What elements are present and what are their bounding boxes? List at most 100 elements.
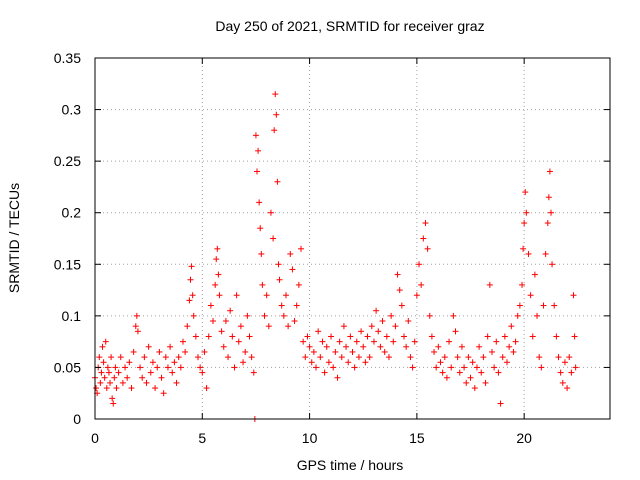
data-point xyxy=(495,369,502,376)
data-point xyxy=(347,333,354,340)
data-point xyxy=(175,354,182,361)
data-point xyxy=(273,111,280,118)
data-point xyxy=(156,348,163,355)
data-point xyxy=(158,374,165,381)
data-point xyxy=(572,364,579,371)
data-point xyxy=(190,312,197,319)
data-point xyxy=(413,292,420,299)
data-point xyxy=(488,348,495,355)
data-point xyxy=(319,338,326,345)
data-point xyxy=(321,369,328,376)
data-point xyxy=(336,338,343,345)
data-point xyxy=(117,354,124,361)
grid xyxy=(95,58,610,419)
data-point xyxy=(167,343,174,350)
data-point xyxy=(390,338,397,345)
data-point xyxy=(160,390,167,397)
data-point xyxy=(108,354,115,361)
data-point xyxy=(122,364,129,371)
data-point xyxy=(351,364,358,371)
data-point xyxy=(545,194,552,201)
data-point xyxy=(101,374,108,381)
data-point xyxy=(409,364,416,371)
data-point xyxy=(285,323,292,330)
data-point xyxy=(203,385,210,392)
y-tick-label: 0.25 xyxy=(54,153,81,169)
data-point xyxy=(523,209,530,216)
data-point xyxy=(173,379,180,386)
data-point xyxy=(323,343,330,350)
data-point xyxy=(222,318,229,325)
data-point xyxy=(237,323,244,330)
data-point xyxy=(302,354,309,361)
data-point xyxy=(385,354,392,361)
data-point xyxy=(295,281,302,288)
data-point xyxy=(398,302,405,309)
data-point xyxy=(396,287,403,294)
data-point xyxy=(271,127,278,134)
data-point xyxy=(375,328,382,335)
data-point xyxy=(525,250,532,257)
data-point xyxy=(469,359,476,366)
data-point xyxy=(298,245,304,252)
data-point xyxy=(213,256,220,263)
data-point xyxy=(512,338,519,345)
data-point xyxy=(501,333,508,340)
data-point xyxy=(109,395,116,402)
data-point xyxy=(368,323,375,330)
data-point xyxy=(215,271,222,278)
data-point xyxy=(499,354,506,361)
data-point xyxy=(104,364,111,371)
data-point xyxy=(544,220,551,227)
x-axis-label: GPS time / hours xyxy=(297,457,404,473)
data-point xyxy=(557,369,564,376)
data-point xyxy=(300,338,307,345)
chart-title: Day 250 of 2021, SRMTID for receiver gra… xyxy=(215,18,484,34)
data-point xyxy=(244,312,251,319)
y-tick-label: 0.1 xyxy=(62,308,82,324)
data-point xyxy=(571,333,578,340)
data-point xyxy=(467,374,474,381)
data-point xyxy=(360,343,367,350)
data-point xyxy=(293,302,300,309)
data-point xyxy=(522,189,529,196)
data-point xyxy=(229,333,236,340)
data-point xyxy=(450,312,457,319)
data-point xyxy=(383,333,390,340)
data-point xyxy=(394,271,401,278)
data-point xyxy=(373,307,380,314)
x-tick-label: 20 xyxy=(516,430,532,446)
data-point xyxy=(338,354,345,361)
data-point xyxy=(325,359,332,366)
data-point xyxy=(516,302,523,309)
data-point xyxy=(119,379,126,386)
x-tick-label: 15 xyxy=(409,430,425,446)
data-point xyxy=(97,379,104,386)
data-point xyxy=(99,343,106,350)
data-point xyxy=(564,385,571,392)
data-point xyxy=(370,338,377,345)
data-point xyxy=(379,318,386,325)
data-point xyxy=(187,276,194,283)
data-point xyxy=(182,348,189,355)
data-point xyxy=(428,333,435,340)
y-tick-label: 0 xyxy=(73,411,81,427)
data-point xyxy=(559,379,566,386)
data-point xyxy=(254,168,261,175)
data-point xyxy=(233,292,240,299)
data-point xyxy=(280,312,287,319)
data-point xyxy=(115,369,122,376)
data-point xyxy=(270,235,277,242)
data-point xyxy=(484,333,491,340)
data-point xyxy=(250,369,257,376)
data-point xyxy=(133,312,140,319)
data-point xyxy=(561,359,568,366)
data-point xyxy=(201,348,208,355)
data-point xyxy=(422,220,429,227)
data-point xyxy=(98,369,105,376)
data-point xyxy=(306,343,313,350)
data-point xyxy=(110,400,117,407)
data-point xyxy=(126,359,133,366)
data-point xyxy=(197,364,204,371)
